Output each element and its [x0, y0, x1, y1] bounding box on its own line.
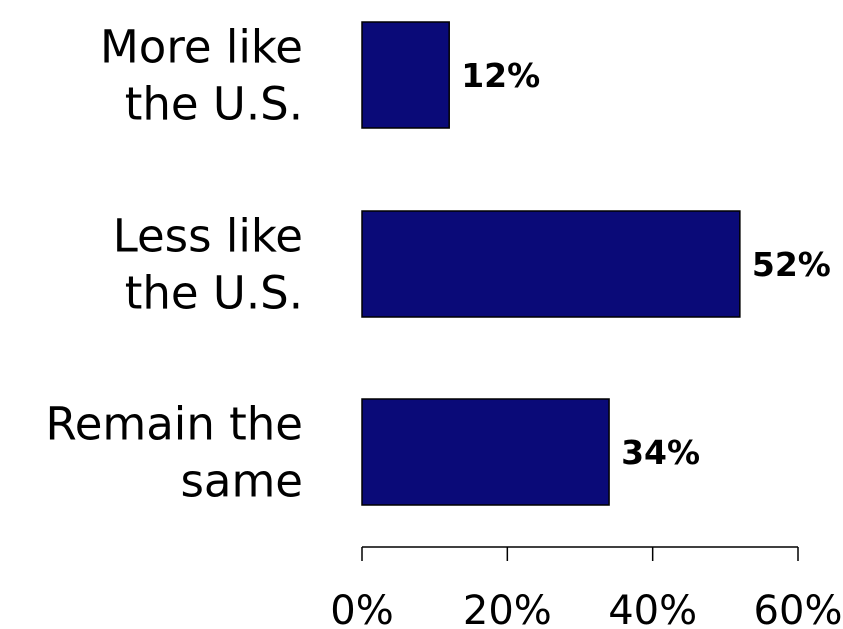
category-label-2-line-2: the U.S.	[125, 267, 303, 320]
category-label-3-line-1: Remain the	[45, 398, 303, 451]
data-label-2: 52%	[752, 245, 831, 284]
x-tick-label-1: 0%	[330, 588, 393, 629]
category-label-1-line-1: More like	[100, 21, 303, 74]
x-tick-label-4: 60%	[754, 588, 843, 629]
category-label-2-line-1: Less like	[113, 210, 303, 263]
bar-1	[361, 21, 450, 129]
bar-3	[361, 398, 610, 506]
bars-layer: 12% 52% 34%	[361, 21, 831, 506]
category-label-1-line-2: the U.S.	[125, 78, 303, 131]
x-axis: 0% 20% 40% 60%	[330, 546, 843, 629]
data-label-3: 34%	[621, 433, 700, 472]
bar-2	[361, 210, 741, 318]
x-tick-label-2: 20%	[463, 588, 552, 629]
data-label-1: 12%	[461, 56, 540, 95]
x-tick-label-3: 40%	[608, 588, 697, 629]
category-label-3-line-2: same	[180, 455, 303, 508]
